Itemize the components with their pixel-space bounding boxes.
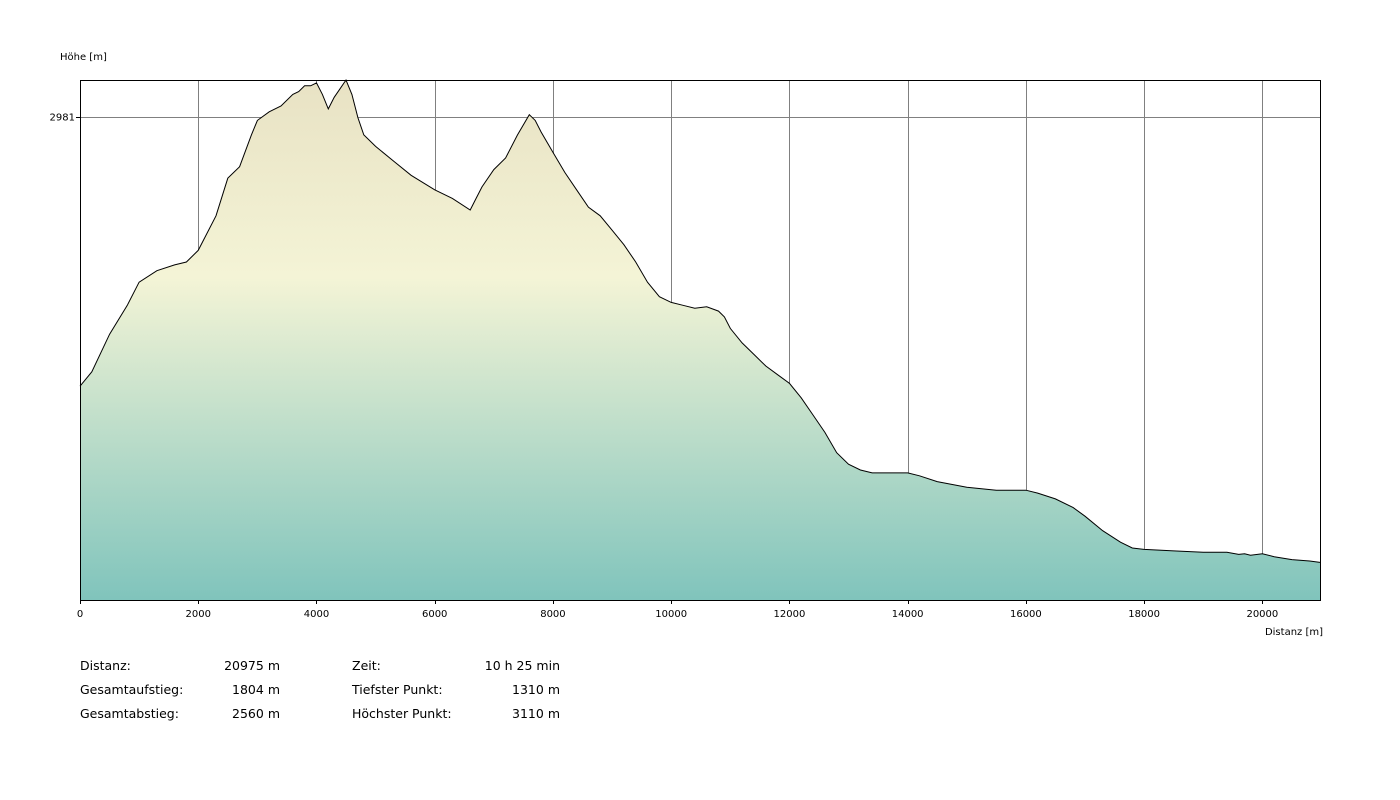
x-tick-label: 10000 xyxy=(655,609,687,620)
x-tick-label: 6000 xyxy=(422,609,447,620)
y-axis-label: Höhe [m] xyxy=(60,52,107,63)
x-tick-label: 8000 xyxy=(540,609,565,620)
x-tick-label: 12000 xyxy=(774,609,806,620)
stat-label: Zeit: xyxy=(352,658,381,673)
stat-label: Gesamtabstieg: xyxy=(80,706,179,721)
stat-value: 20975 m xyxy=(224,658,280,673)
stat-row-time: Zeit: 10 h 25 min xyxy=(352,656,560,676)
plot-frame xyxy=(80,80,1321,601)
x-tick-label: 2000 xyxy=(186,609,211,620)
stat-row-lowest-point: Tiefster Punkt: 1310 m xyxy=(352,680,560,700)
stat-label: Distanz: xyxy=(80,658,131,673)
y-axis-ticks: 2981 xyxy=(50,113,80,124)
stat-row-ascent: Gesamtaufstieg: 1804 m xyxy=(80,680,280,700)
x-axis-label: Distanz [m] xyxy=(1265,627,1323,638)
x-axis-ticks: 0 2000 4000 6000 8000 10000 12000 14000 16000 180… xyxy=(77,600,1278,620)
x-tick-label: 16000 xyxy=(1010,609,1042,620)
stat-value: 3110 m xyxy=(512,706,560,721)
stat-row-distance: Distanz: 20975 m xyxy=(80,656,280,676)
stat-row-highest-point: Höchster Punkt: 3110 m xyxy=(352,704,560,724)
stat-label: Tiefster Punkt: xyxy=(352,682,443,697)
stat-value: 1804 m xyxy=(232,682,280,697)
x-tick-label: 4000 xyxy=(304,609,329,620)
stat-value: 2560 m xyxy=(232,706,280,721)
stat-label: Gesamtaufstieg: xyxy=(80,682,184,697)
x-tick-label: 20000 xyxy=(1246,609,1278,620)
x-tick-label: 18000 xyxy=(1128,609,1160,620)
x-tick-label: 0 xyxy=(77,609,83,620)
elevation-area xyxy=(80,80,1320,600)
stat-value: 10 h 25 min xyxy=(484,658,560,673)
y-tick-label: 2981 xyxy=(50,113,75,124)
stat-row-descent: Gesamtabstieg: 2560 m xyxy=(80,704,280,724)
elevation-line xyxy=(79,78,1321,563)
stat-label: Höchster Punkt: xyxy=(352,706,452,721)
x-tick-label: 14000 xyxy=(892,609,924,620)
stat-value: 1310 m xyxy=(512,682,560,697)
